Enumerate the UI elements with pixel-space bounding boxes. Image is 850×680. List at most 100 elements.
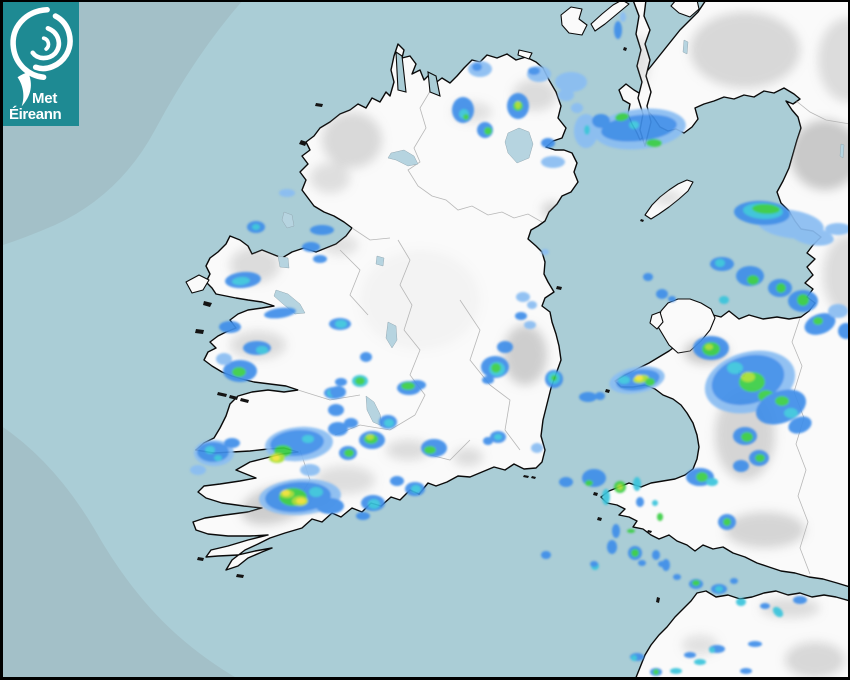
rain-cell [643, 273, 653, 281]
rain-cell [252, 224, 260, 230]
rain-cell [727, 362, 743, 374]
rain-cell [309, 487, 323, 497]
jura-island [590, 0, 630, 32]
rain-cell [668, 296, 676, 302]
ni-border [407, 87, 543, 223]
logo-text-line2: Éireann [9, 106, 62, 123]
rain-cell [541, 156, 565, 168]
county-boundary [397, 239, 413, 331]
terrain-shade [785, 642, 845, 678]
skomer-islet [597, 517, 602, 521]
rain-cell [282, 490, 290, 496]
dursey-islet [197, 557, 204, 561]
rain-cell [652, 500, 658, 506]
rain-cell [797, 294, 809, 306]
rain-cell [555, 72, 587, 92]
rain-cell [256, 346, 268, 354]
rain-cell [313, 255, 327, 263]
rain-cell [335, 320, 347, 328]
lundy-islet [656, 597, 660, 603]
rain-cell [592, 114, 610, 128]
rain-cell [656, 289, 668, 299]
terrain-shade [760, 598, 820, 618]
saltee-islet [523, 475, 529, 478]
rain-cell [614, 21, 622, 39]
rain-cell [715, 586, 723, 592]
met-eireann-spiral-icon [10, 7, 73, 107]
county-boundary [351, 227, 391, 241]
rain-cell [636, 497, 644, 507]
county-boundary [459, 299, 491, 386]
rain-cell [527, 301, 537, 309]
rain-cell [516, 292, 530, 302]
aran-islands-islet [217, 392, 227, 397]
logo-text-line1: Met [32, 90, 58, 107]
clare-island-islet [203, 301, 212, 307]
lambay-islet [556, 286, 562, 290]
terrain-shade [690, 12, 800, 88]
terrain-shade [503, 325, 547, 385]
rain-cell [627, 529, 635, 533]
terrain-shade [453, 448, 483, 466]
rain-cell [515, 312, 527, 320]
rain-cell [719, 296, 729, 304]
rain-cell [541, 249, 549, 255]
rain-cell [602, 489, 610, 505]
terrain-shade [725, 512, 805, 548]
holy-island [649, 311, 664, 330]
rain-cell [825, 223, 850, 235]
rain-cell [401, 382, 415, 390]
rain-cell [617, 484, 623, 490]
rain-cell [368, 499, 380, 509]
rain-cell [828, 304, 848, 318]
county-boundary [297, 389, 361, 401]
rain-cell [657, 513, 663, 521]
rain-cell [629, 121, 639, 129]
rain-cell [705, 344, 713, 350]
rain-cell [736, 598, 746, 606]
rain-cell [571, 103, 583, 113]
rain-cell [645, 378, 655, 386]
islay-island [560, 6, 588, 36]
rain-cell [328, 404, 344, 416]
tory-island-islet [315, 103, 323, 107]
rain-cell [528, 67, 540, 75]
rain-cell [494, 434, 502, 440]
terrain-shade [322, 112, 382, 168]
terrain-shade [310, 163, 350, 193]
rain-cells [190, 12, 850, 676]
rain-cell [424, 446, 436, 454]
rain-cell [316, 498, 344, 514]
rain-cell [723, 518, 731, 526]
rain-cell [709, 647, 715, 653]
cape-clear-islet [236, 574, 244, 578]
rain-cell [733, 460, 749, 472]
rain-cell [216, 353, 232, 365]
rain-cell [730, 578, 738, 584]
rain-cell [541, 138, 555, 148]
rain-cell [772, 606, 784, 618]
rain-cell [793, 596, 807, 604]
rain-cell [673, 574, 681, 580]
rain-cell [190, 465, 206, 475]
arran-island [670, 0, 700, 18]
rain-cell [264, 307, 296, 319]
rain-cell [696, 472, 708, 482]
rain-cell [484, 127, 492, 135]
rain-cell [411, 485, 421, 493]
aran-islands-islet [229, 395, 238, 400]
rain-cell [214, 455, 222, 461]
rain-cell [328, 422, 348, 436]
rain-cell [491, 363, 501, 373]
rain-cell [472, 63, 482, 71]
lough-corrib [273, 289, 306, 315]
rain-cell [585, 480, 593, 486]
rain-cell [224, 438, 240, 448]
scotland-england-border [794, 99, 850, 125]
rain-cell [590, 561, 598, 567]
rain-cell [356, 512, 370, 520]
rain-cell [302, 242, 320, 252]
rain-cell [612, 524, 620, 538]
terrain-shade [790, 120, 850, 190]
